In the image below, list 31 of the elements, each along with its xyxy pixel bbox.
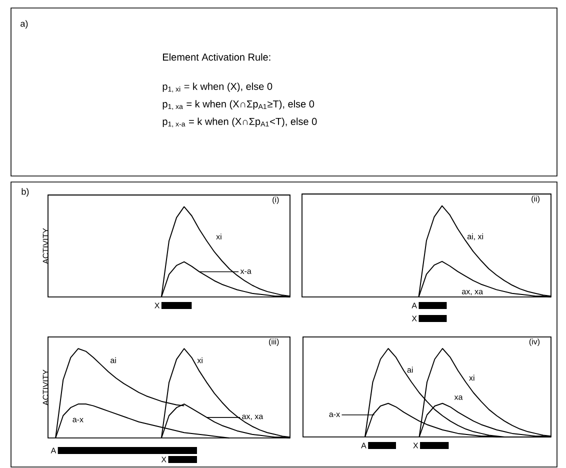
text: Element Activation Rule: (163, 53, 270, 61)
text: p$_{1, x-a}$ = k when (X∩Σp$_{A1}$<T), else 0 (162, 118, 317, 128)
text: p$_{1, xi}$ = k when (X), else 0 (162, 82, 272, 92)
text: X (412, 316, 417, 322)
y-axis-title: ACTIVITY (42, 370, 48, 406)
y-axis-title: ACTIVITY (42, 228, 48, 264)
text: a) (20, 20, 28, 29)
legend-label: x-a (240, 270, 252, 274)
chart-title: (ii) (532, 196, 540, 204)
chart-title: (i) (272, 196, 279, 204)
series-label: ax, xa (462, 290, 483, 296)
series-label: ai (110, 357, 116, 364)
text: X (154, 302, 160, 308)
series-label: a-x (72, 418, 84, 422)
chart-title: (iii) (269, 338, 279, 346)
text: p$_{1, xa}$ = k when (X∩Σp$_{A1}$≥T), else 0 (162, 100, 314, 110)
legend-label: a-x (329, 412, 340, 418)
text: X (413, 442, 418, 448)
series-label: xi (216, 234, 222, 240)
chart-title: (iv) (529, 338, 540, 346)
legend-label: ax, xa (242, 414, 264, 420)
series-label: ai (407, 366, 413, 373)
text: A (412, 302, 417, 308)
text: A (361, 442, 366, 448)
text: A (50, 448, 56, 454)
series-label: xa (454, 396, 463, 400)
series-label: xi (197, 357, 202, 364)
text: b) (22, 188, 29, 197)
series-label: ai, xi (467, 233, 484, 240)
series-label: xi (469, 374, 474, 381)
text: X (161, 456, 166, 462)
